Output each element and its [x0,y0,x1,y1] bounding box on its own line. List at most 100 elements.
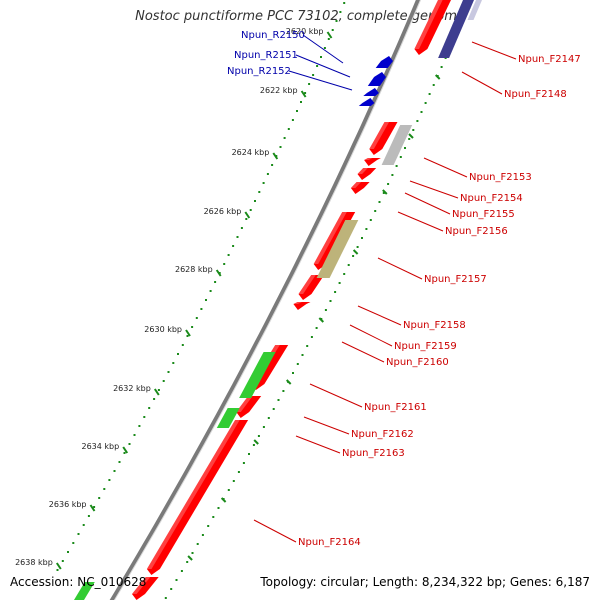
outer-ring-dot [387,183,390,185]
outer-ring-dot [170,588,173,590]
scale-dot [118,461,121,463]
scale-dot [223,263,226,265]
scale-dot [279,146,282,148]
outer-ring-dot [232,480,235,482]
scale-dot [98,497,101,499]
forward-gene-leader [471,41,517,60]
outer-ring-dot [237,471,240,473]
scale-dot [245,218,248,220]
outer-ring-dot [324,309,327,311]
forward-gene-leader [253,519,297,543]
scale-dot [143,416,146,418]
scale-tick-label: 2624 kbp [232,148,270,157]
outer-ring-dot [378,201,381,203]
forward-gene-label: Npun_F2156 [445,226,508,237]
outer-ring-dot [391,174,394,176]
outer-ring-dot [282,390,285,392]
scale-dot [172,362,175,364]
backbone [109,0,422,600]
genome-title: Nostoc punctiforme PCC 73102, complete g… [135,9,465,24]
coding-block-green [239,352,276,398]
outer-ring-dot [277,399,280,401]
scale-dot [153,398,156,400]
outer-ring-dot [369,219,372,221]
scale-dot [123,452,126,454]
scale-tick-label: 2626 kbp [204,207,242,216]
outer-ring-dot [257,435,260,437]
coding-block-green [216,408,240,428]
scale-dot [162,380,165,382]
outer-ring-dot [424,102,427,104]
forward-gene-label: Npun_F2161 [364,402,427,413]
coding-block-olive [316,220,359,278]
forward-gene-arrow [146,420,249,575]
outer-ring-dot [196,543,199,545]
reverse-gene-label: Npun_R2152 [227,66,291,77]
outer-ring-tick [220,497,227,503]
scale-dot [191,326,194,328]
outer-ring-dot [343,273,346,275]
scale-dot [331,29,334,31]
outer-ring-dot [352,255,355,257]
outer-ring-dot [408,138,411,140]
outer-ring-dot [428,93,431,95]
scale-dot [113,470,116,472]
scale-dot [77,533,80,535]
forward-gene-arrow [298,275,325,300]
coding-block-lavender [467,0,482,20]
forward-gene-leader [461,71,503,95]
scale-dot [232,245,235,247]
scale-dot [82,524,85,526]
scale-dot [61,560,64,562]
forward-gene-label: Npun_F2162 [351,429,414,440]
scale-tick [244,211,251,219]
forward-gene-leader [357,305,402,326]
outer-ring-dot [262,426,265,428]
outer-ring-dot [296,363,299,365]
scale-tick-label: 2634 kbp [81,442,119,451]
scale-dot [157,389,160,391]
gene-labels: Npun_R2150 Npun_R2151 Npun_R2152 Npun_F2147… [227,30,581,548]
scale-dot [339,11,342,13]
scale-dot [335,20,338,22]
forward-gene-label: Npun_F2155 [452,209,515,220]
scale-ring: 2620 kbp 2622 kbp 2624 kbp 2626 kbp 2628 kbp… [15,2,471,599]
forward-gene-leader [341,341,385,363]
outer-ring-dot [301,354,304,356]
scale-dot [327,38,330,40]
outer-ring-dot [334,291,337,293]
forward-gene-arrow [293,302,311,310]
outer-ring-dot [292,372,294,374]
outer-ring-dot [361,237,363,239]
outer-ring-dot [217,507,220,509]
forward-gene-leader [409,180,459,199]
scale-dot [240,227,243,229]
outer-ring-tick [318,317,325,323]
outer-ring-tick [382,189,388,195]
scale-tick [89,504,96,512]
forward-gene-leader [349,324,393,347]
outer-ring-dot [374,210,377,212]
scale-dot [304,92,307,94]
forward-gene-label: Npun_F2160 [386,357,449,368]
scale-tick-label: 2628 kbp [175,265,213,274]
reverse-gene-leader [288,70,353,91]
outer-ring-tick [434,74,441,80]
forward-gene-arrow [132,577,159,600]
scale-dot [308,83,311,85]
outer-ring-dot [191,552,194,554]
forward-gene-leader [295,435,341,454]
scale-dot [249,209,252,211]
outer-ring-dot [306,345,309,347]
scale-dot [287,128,290,130]
outer-ring-dot [315,327,318,329]
outer-ring-tick [285,379,292,385]
forward-gene-leader [404,192,451,215]
scale-tick [272,152,279,160]
outer-ring-dot [227,489,230,491]
reverse-gene-arrow [363,88,379,96]
scale-dot [167,371,170,373]
outer-ring-dot [267,417,270,419]
outer-ring-dot [432,84,435,86]
scale-dot [138,425,141,427]
